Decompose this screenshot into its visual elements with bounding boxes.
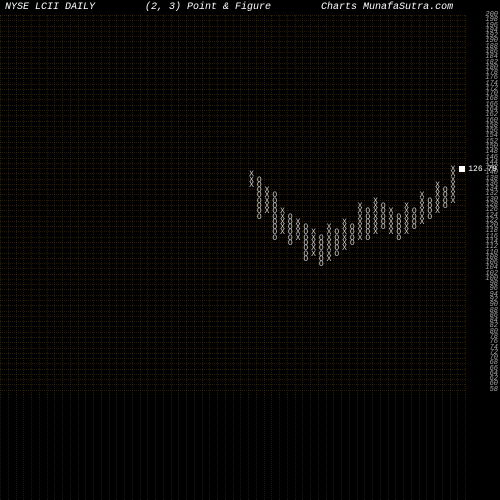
pf-o-mark: O xyxy=(318,261,325,269)
bottom-panel xyxy=(0,395,465,500)
pf-o-mark: O xyxy=(256,214,263,222)
pf-o-mark: O xyxy=(426,214,433,222)
pf-x-mark: X xyxy=(388,229,395,237)
pf-o-mark: O xyxy=(442,203,449,211)
params-label: (2, 3) Point & Figure xyxy=(145,2,271,13)
pf-x-mark: X xyxy=(310,251,317,259)
pf-o-mark: O xyxy=(364,235,371,243)
chart-header: NYSE LCII DAILY (2, 3) Point & Figure Ch… xyxy=(0,2,500,13)
pf-x-mark: X xyxy=(450,198,457,206)
pf-data: XXXOOOOOOOOXXXXXOOOOOOOOOXXXXXOOOOOOXXXX… xyxy=(0,15,465,395)
pf-x-mark: X xyxy=(357,235,364,243)
pf-o-mark: O xyxy=(333,251,340,259)
pf-o-mark: O xyxy=(287,240,294,248)
pf-x-mark: X xyxy=(372,229,379,237)
pf-x-mark: X xyxy=(403,229,410,237)
y-axis: 2001981961941921901881861841821801781761… xyxy=(468,15,498,395)
marker-icon xyxy=(459,166,465,172)
pf-x-mark: X xyxy=(341,245,348,253)
pf-x-mark: X xyxy=(434,208,441,216)
pf-x-mark: X xyxy=(326,256,333,264)
source-label: Charts MunafaSutra.com xyxy=(321,2,453,13)
pf-o-mark: O xyxy=(271,235,278,243)
symbol-label: NYSE LCII DAILY xyxy=(5,2,95,13)
pf-o-mark: O xyxy=(411,224,418,232)
pf-o-mark: O xyxy=(349,240,356,248)
pf-o-mark: O xyxy=(380,224,387,232)
pf-x-mark: X xyxy=(419,219,426,227)
price-marker: 126.79 xyxy=(459,165,497,174)
pf-o-mark: O xyxy=(395,235,402,243)
pf-x-mark: X xyxy=(264,208,271,216)
pf-o-mark: O xyxy=(302,256,309,264)
pf-x-mark: X xyxy=(295,235,302,243)
pf-x-mark: X xyxy=(248,182,255,190)
y-tick-label: 58 xyxy=(468,387,498,394)
pf-x-mark: X xyxy=(279,229,286,237)
price-value: 126.79 xyxy=(468,165,497,174)
